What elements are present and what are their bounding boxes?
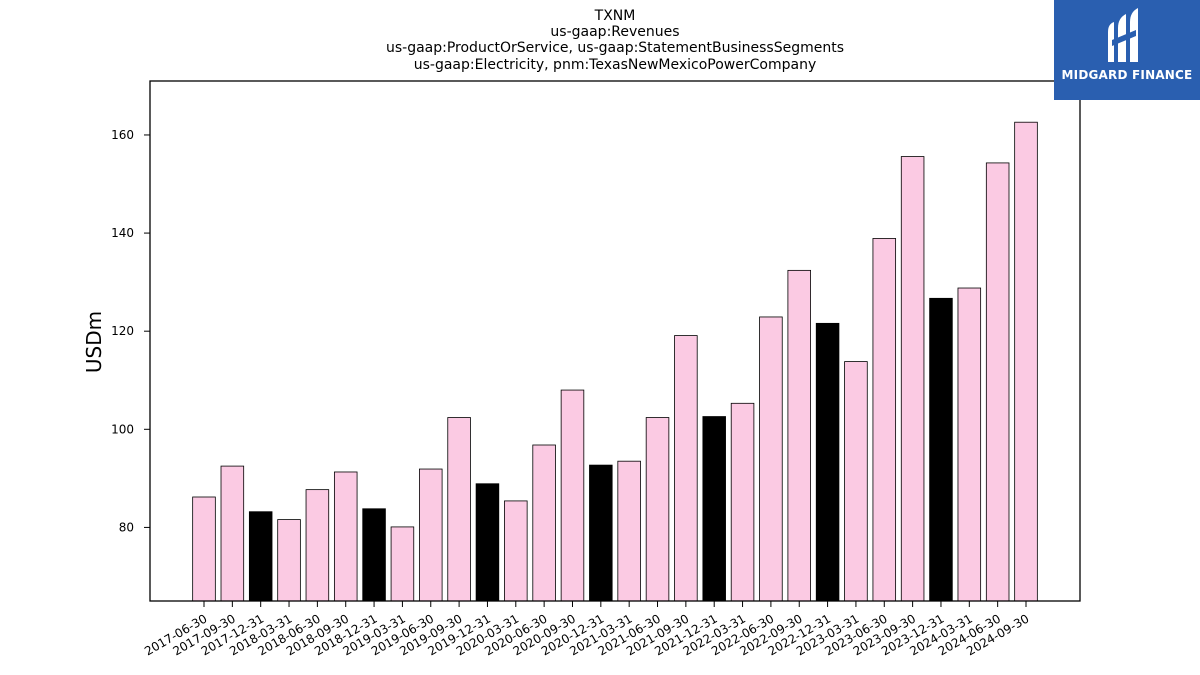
bar-2023-12-31 bbox=[929, 297, 953, 602]
y-tick-label: 140 bbox=[111, 226, 134, 240]
bar-2020-03-31 bbox=[504, 500, 528, 602]
bar-2020-12-31 bbox=[589, 464, 613, 602]
bar-2022-03-31 bbox=[730, 402, 755, 602]
plot-frame bbox=[149, 80, 1081, 602]
midgard-logo-icon bbox=[1108, 8, 1138, 62]
chart-subtitle-members: us-gaap:Electricity, pnm:TexasNewMexicoP… bbox=[413, 57, 817, 73]
logo-text: MIDGARD FINANCE bbox=[1061, 68, 1193, 82]
y-axis-label: USDm bbox=[82, 311, 106, 373]
bar-2019-12-31 bbox=[475, 483, 500, 602]
bar-2021-06-30 bbox=[645, 417, 670, 602]
y-tick-label: 120 bbox=[111, 324, 134, 338]
bar-2018-06-30 bbox=[305, 489, 330, 602]
y-tick-label: 80 bbox=[119, 520, 134, 534]
bar-2022-09-30 bbox=[787, 269, 811, 602]
bar-2021-03-31 bbox=[617, 460, 641, 602]
bars-group bbox=[192, 121, 1038, 602]
bar-2018-09-30 bbox=[333, 471, 358, 602]
bar-2017-06-30 bbox=[192, 496, 216, 602]
bar-2019-06-30 bbox=[419, 468, 443, 602]
bar-2019-03-31 bbox=[390, 526, 415, 602]
bar-2023-06-30 bbox=[872, 238, 897, 602]
bar-2022-06-30 bbox=[759, 316, 783, 602]
bar-2017-09-30 bbox=[220, 465, 245, 602]
chart-subtitle-axes: us-gaap:ProductOrService, us-gaap:Statem… bbox=[385, 40, 844, 56]
bar-2023-09-30 bbox=[900, 156, 925, 602]
y-axis: 80 100 120 140 160 bbox=[111, 128, 150, 534]
bar-2024-06-30 bbox=[985, 162, 1010, 602]
midgard-finance-logo: MIDGARD FINANCE bbox=[1054, 0, 1200, 100]
bar-2017-12-31 bbox=[248, 511, 273, 602]
y-tick-label: 100 bbox=[111, 422, 134, 436]
bar-2021-09-30 bbox=[674, 335, 698, 602]
x-axis: 2017-06-302017-09-302017-12-312018-03-31… bbox=[142, 601, 1032, 658]
bar-2020-09-30 bbox=[560, 389, 585, 602]
bar-2019-09-30 bbox=[447, 417, 471, 602]
bar-2024-03-31 bbox=[957, 287, 982, 602]
bar-2018-12-31 bbox=[362, 508, 386, 602]
bar-2021-12-31 bbox=[702, 416, 726, 602]
bar-2022-12-31 bbox=[815, 322, 840, 602]
chart-subtitle-concept: us-gaap:Revenues bbox=[550, 24, 680, 40]
bar-2023-03-31 bbox=[844, 361, 868, 602]
bar-2024-09-30 bbox=[1014, 121, 1038, 602]
y-tick-label: 160 bbox=[111, 128, 134, 142]
bar-2018-03-31 bbox=[277, 519, 301, 602]
chart-title: TXNM bbox=[594, 8, 636, 24]
bar-2020-06-30 bbox=[532, 444, 556, 602]
